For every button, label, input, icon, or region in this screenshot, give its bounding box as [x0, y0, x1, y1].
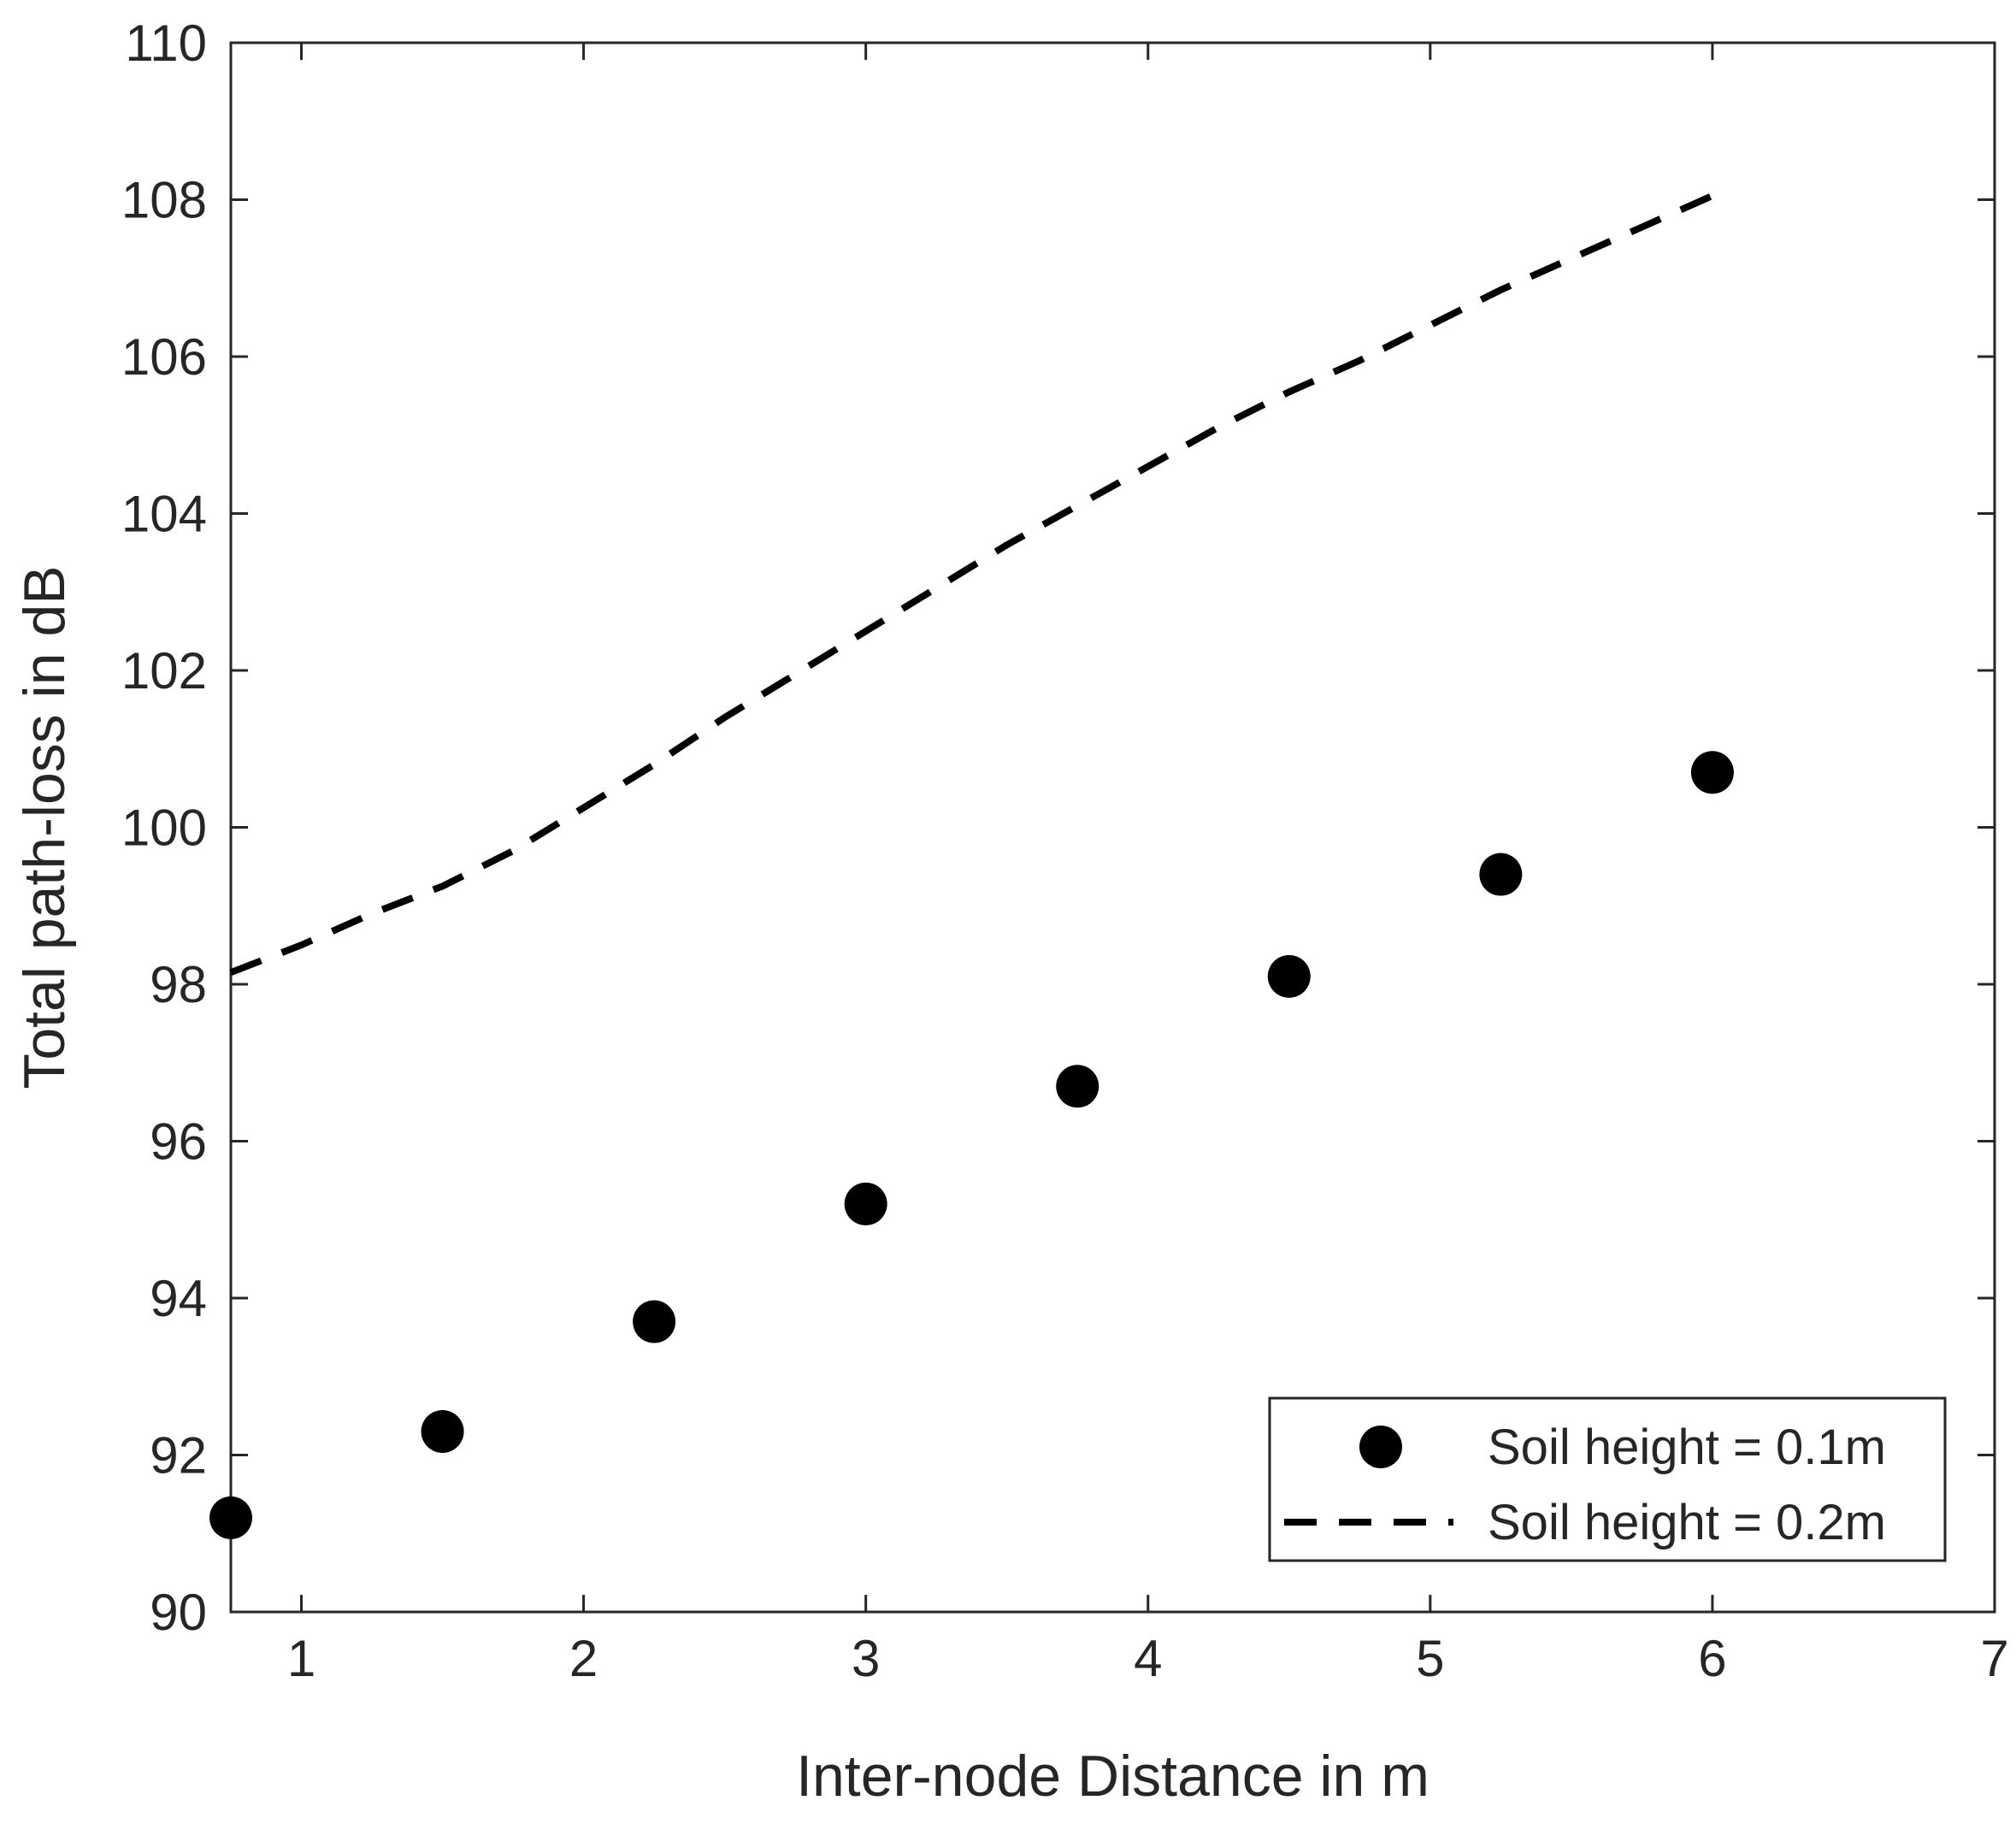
- data-point: [1479, 853, 1523, 896]
- x-tick-label: 2: [569, 1630, 598, 1687]
- data-point: [1056, 1065, 1099, 1108]
- y-tick-label: 96: [150, 1113, 207, 1171]
- data-point: [209, 1496, 252, 1539]
- plot-series: [209, 192, 1734, 1539]
- y-tick-label: 94: [150, 1270, 207, 1327]
- data-point: [1690, 751, 1734, 794]
- legend: Soil height = 0.1m Soil height = 0.2m: [1268, 1396, 1947, 1562]
- legend-label: Soil height = 0.2m: [1488, 1495, 1886, 1550]
- data-point: [1267, 954, 1311, 998]
- x-tick-label: 4: [1134, 1630, 1162, 1687]
- y-tick-label: 106: [121, 328, 207, 386]
- x-tick-label: 7: [1980, 1630, 2008, 1687]
- x-tick-label: 1: [287, 1630, 315, 1687]
- y-tick-label: 92: [150, 1427, 207, 1485]
- y-tick-label: 110: [125, 15, 207, 72]
- y-tick-label: 100: [121, 800, 207, 857]
- axes: 1 2 3 4 5 6 7 90 92 94 96 98 100 102 104 106 108 110 Inter…: [12, 15, 2009, 1809]
- x-tick-label: 6: [1698, 1630, 1726, 1687]
- x-tick-label: 3: [852, 1630, 880, 1687]
- y-tick-label: 102: [121, 642, 207, 700]
- data-point: [844, 1182, 887, 1225]
- y-tick-label: 104: [121, 486, 207, 543]
- legend-box: [1268, 1396, 1947, 1562]
- y-tick-label: 90: [150, 1584, 207, 1641]
- legend-label: Soil height = 0.1m: [1488, 1420, 1886, 1475]
- legend-marker-swatch: [1359, 1426, 1402, 1468]
- x-tick-label: 5: [1416, 1630, 1444, 1687]
- plot-frame: [229, 41, 1996, 1614]
- y-axis-label: Total path-loss in dB: [12, 565, 77, 1089]
- x-axis-label: Inter-node Distance in m: [796, 1744, 1429, 1809]
- y-tick-label: 98: [150, 956, 207, 1013]
- data-point: [421, 1409, 464, 1453]
- data-point: [633, 1300, 676, 1343]
- series-line-soil-height-0-2m: [229, 192, 1714, 976]
- y-tick-label: 108: [121, 172, 207, 229]
